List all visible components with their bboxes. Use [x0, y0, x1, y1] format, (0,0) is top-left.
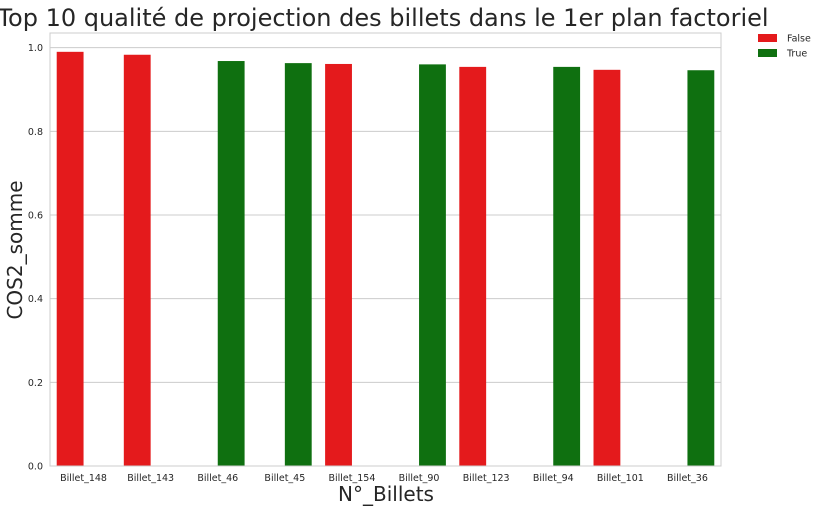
y-tick-label: 0.4 — [28, 294, 43, 305]
bars — [56, 51, 715, 467]
y-axis-ticks: 0.0 0.2 0.4 0.6 0.8 1.0 — [28, 43, 43, 472]
bar-true-billet_46 — [217, 61, 245, 466]
bar-false-billet_123 — [459, 66, 487, 466]
y-tick-label: 1.0 — [28, 43, 43, 54]
x-tick-label: Billet_94 — [533, 473, 574, 484]
x-tick-label: Billet_36 — [667, 473, 708, 484]
legend-label-false: False — [787, 34, 811, 45]
x-tick-label: Billet_148 — [60, 473, 107, 484]
bar-false-billet_101 — [593, 69, 621, 466]
y-tick-label: 0.2 — [28, 378, 43, 389]
x-axis-ticks: Billet_148 Billet_143 Billet_46 Billet_45 Bi… — [60, 473, 708, 484]
y-axis-label: COS2_somme — [3, 180, 27, 319]
legend-swatch-true — [758, 49, 777, 57]
bar-true-billet_90 — [419, 64, 446, 467]
plot-frame — [49, 32, 722, 467]
y-tick-label: 0.0 — [28, 462, 43, 473]
bar-false-billet_148 — [56, 51, 84, 467]
bar-false-billet_143 — [123, 54, 151, 467]
legend[interactable]: False True — [758, 34, 811, 60]
x-tick-label: Billet_45 — [264, 473, 305, 484]
x-axis-label: N°_Billets — [338, 482, 434, 506]
x-tick-label: Billet_46 — [197, 473, 238, 484]
y-tick-label: 0.8 — [28, 127, 43, 138]
bar-false-billet_154 — [325, 63, 352, 466]
bar-true-billet_45 — [284, 63, 312, 467]
x-tick-label: Billet_123 — [463, 473, 510, 484]
bar-true-billet_36 — [687, 70, 715, 466]
y-tick-label: 0.6 — [28, 210, 43, 221]
legend-label-true: True — [786, 49, 807, 60]
x-tick-label: Billet_154 — [329, 473, 376, 484]
bar-true-billet_94 — [553, 66, 581, 466]
x-tick-label: Billet_101 — [597, 473, 644, 484]
legend-swatch-false — [758, 34, 777, 42]
x-tick-label: Billet_143 — [127, 473, 174, 484]
chart-title: Top 10 qualité de projection des billets… — [0, 4, 769, 32]
x-tick-label: Billet_90 — [399, 473, 440, 484]
